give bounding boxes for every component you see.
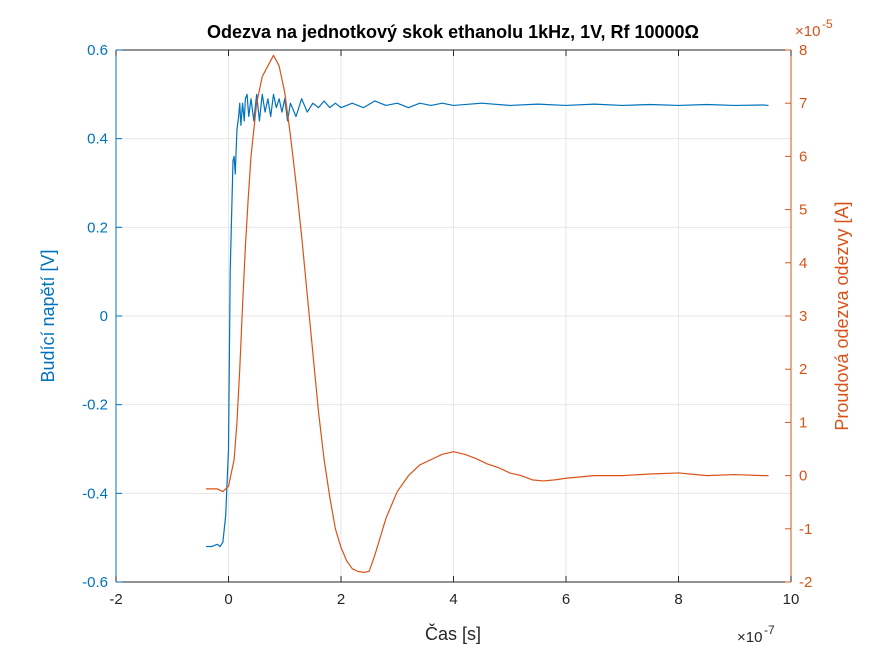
y-axis-label-right: Proudová odezva odezvy [A] <box>832 201 852 430</box>
y-right-tick-label: 3 <box>799 308 807 325</box>
y-axis-label-left: Budící napětí [V] <box>38 249 58 382</box>
x-tick-label: 6 <box>562 591 570 608</box>
y-left-tick-label: 0.6 <box>87 42 108 59</box>
right-exponent: ×10 -5 <box>795 17 833 40</box>
grid <box>116 50 791 582</box>
y-right-tick-label: 6 <box>799 148 807 165</box>
x-exponent: ×10 -7 <box>737 623 775 646</box>
x-tick-label: 8 <box>674 591 682 608</box>
y-right-tick-label: 4 <box>799 255 807 272</box>
y-left-tick-label: 0.4 <box>87 131 108 148</box>
y-right-tick-label: -1 <box>799 521 812 538</box>
y-left-tick-label: 0.2 <box>87 219 108 236</box>
y-left-tick-label: -0.6 <box>82 574 108 591</box>
x-tick-label: 10 <box>783 591 800 608</box>
right-exponent-power: -5 <box>822 17 833 31</box>
y-right-tick-label: 2 <box>799 361 807 378</box>
x-tick-label: -2 <box>109 591 122 608</box>
x-tick-label: 4 <box>449 591 457 608</box>
chart-title: Odezva na jednotkový skok ethanolu 1kHz,… <box>207 22 699 42</box>
y-left-tick-label: 0 <box>100 308 108 325</box>
ticks: -2 0 2 4 6 8 10 -0.6 -0.4 -0.2 0 0.2 0.4 0.6 -2 -1 0 1 2 3 4… <box>82 42 812 608</box>
x-exponent-power: -7 <box>764 623 775 637</box>
right-exponent-base: ×10 <box>795 23 820 40</box>
y-right-tick-label: 8 <box>799 42 807 59</box>
y-left-tick-label: -0.2 <box>82 397 108 414</box>
x-axis-label: Čas [s] <box>425 623 481 644</box>
x-tick-label: 0 <box>224 591 232 608</box>
series-line-right <box>206 54 769 574</box>
series-line-left <box>206 93 769 548</box>
series-layer <box>206 54 769 574</box>
y-right-tick-label: 5 <box>799 202 807 219</box>
y-right-tick-label: 0 <box>799 468 807 485</box>
y-left-tick-label: -0.4 <box>82 485 108 502</box>
x-exponent-base: ×10 <box>737 629 762 646</box>
y-right-tick-label: 7 <box>799 95 807 112</box>
y-right-tick-label: 1 <box>799 414 807 431</box>
x-tick-label: 2 <box>337 591 345 608</box>
y-right-tick-label: -2 <box>799 574 812 591</box>
